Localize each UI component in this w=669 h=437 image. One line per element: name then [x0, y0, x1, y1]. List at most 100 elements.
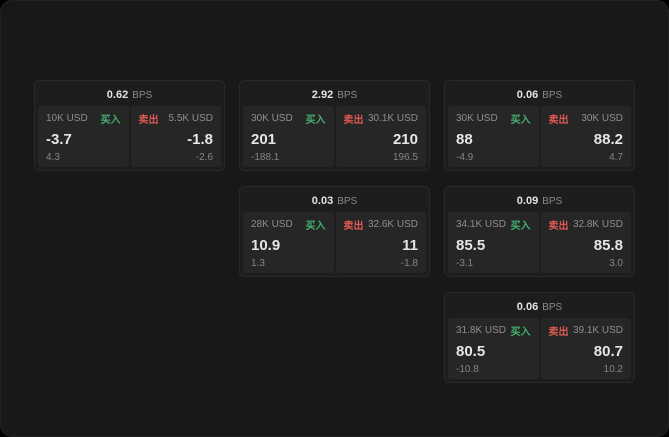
buy-panel-top: 30K USD 买入 [456, 111, 531, 126]
buy-size: 30K USD [251, 113, 293, 124]
buy-price: 88 [456, 130, 473, 148]
buy-label: 买入 [305, 115, 326, 126]
buy-label: 买入 [510, 115, 531, 126]
buy-label: 买入 [305, 221, 326, 232]
buy-delta: 1.3 [251, 258, 265, 269]
buy-panel[interactable]: 31.8K USD 买入 80.5 -10.8 [448, 318, 539, 379]
sell-panel-top: 卖出 32.8K USD [549, 217, 624, 232]
sell-delta: 4.7 [609, 152, 623, 163]
sell-panel[interactable]: 卖出 39.1K USD 80.7 10.2 [540, 318, 631, 379]
quote-panels: 30K USD 买入 201 -188.1 卖出 30.1K USD 210 1… [243, 106, 426, 167]
sell-panel[interactable]: 卖出 30K USD 88.2 4.7 [540, 106, 631, 167]
spread-unit: BPS [542, 301, 563, 313]
buy-price: -3.7 [46, 130, 72, 148]
quote-card: 0.06 BPS 31.8K USD 买入 80.5 -10.8 卖 [444, 292, 635, 383]
sell-panel[interactable]: 卖出 5.5K USD -1.8 -2.6 [130, 106, 221, 167]
sell-panel-top: 卖出 5.5K USD [139, 111, 214, 126]
buy-delta: 4.3 [46, 152, 60, 163]
sell-label: 卖出 [343, 115, 364, 126]
spread-header: 0.62 BPS [38, 84, 221, 106]
buy-label: 买入 [100, 115, 121, 126]
sell-price: 80.7 [593, 342, 623, 360]
buy-panel[interactable]: 28K USD 买入 10.9 1.3 [243, 212, 334, 273]
sell-size: 32.6K USD [367, 219, 418, 230]
quote-card: 0.03 BPS 28K USD 买入 10.9 1.3 卖出 [239, 186, 430, 277]
quote-panels: 28K USD 买入 10.9 1.3 卖出 32.6K USD 11 -1.8 [243, 212, 426, 273]
sell-panel-top: 卖出 39.1K USD [549, 323, 624, 338]
sell-panel[interactable]: 卖出 32.6K USD 11 -1.8 [335, 212, 426, 273]
buy-panel[interactable]: 34.1K USD 买入 85.5 -3.1 [448, 212, 539, 273]
buy-size: 28K USD [251, 219, 293, 230]
sell-panel-top: 卖出 30K USD [549, 111, 624, 126]
buy-panel[interactable]: 30K USD 买入 88 -4.9 [448, 106, 539, 167]
sell-size: 39.1K USD [572, 325, 623, 336]
spread-value: 0.06 [516, 89, 539, 101]
sell-label: 卖出 [343, 221, 364, 232]
buy-panel-top: 34.1K USD 买入 [456, 217, 531, 232]
sell-panel[interactable]: 卖出 32.8K USD 85.8 3.0 [540, 212, 631, 273]
sell-delta: 10.2 [603, 364, 623, 375]
sell-delta: 3.0 [609, 258, 623, 269]
buy-delta: -188.1 [251, 152, 280, 163]
sell-panel-top: 卖出 30.1K USD [344, 111, 419, 126]
buy-delta: -10.8 [456, 364, 479, 375]
sell-delta: -2.6 [195, 152, 213, 163]
buy-size: 30K USD [456, 113, 498, 124]
sell-price: 11 [402, 236, 418, 254]
spread-unit: BPS [337, 89, 358, 101]
buy-price: 80.5 [456, 342, 486, 360]
quote-panels: 34.1K USD 买入 85.5 -3.1 卖出 32.8K USD 85.8… [448, 212, 631, 273]
quote-panels: 30K USD 买入 88 -4.9 卖出 30K USD 88.2 4.7 [448, 106, 631, 167]
quote-card: 0.06 BPS 30K USD 买入 88 -4.9 卖出 [444, 80, 635, 171]
buy-size: 31.8K USD [456, 325, 507, 336]
spread-value: 2.92 [311, 89, 334, 101]
buy-panel[interactable]: 30K USD 买入 201 -188.1 [243, 106, 334, 167]
spread-value: 0.03 [311, 195, 334, 207]
sell-price: 85.8 [593, 236, 623, 254]
sell-delta: 196.5 [392, 152, 418, 163]
spread-value: 0.09 [516, 195, 539, 207]
spread-header: 0.03 BPS [243, 190, 426, 212]
buy-price: 201 [251, 130, 277, 148]
buy-panel[interactable]: 10K USD 买入 -3.7 4.3 [38, 106, 129, 167]
spread-value: 0.62 [106, 89, 129, 101]
sell-size: 30.1K USD [367, 113, 418, 124]
buy-label: 买入 [510, 221, 531, 232]
buy-label: 买入 [510, 327, 531, 338]
buy-panel-top: 10K USD 买入 [46, 111, 121, 126]
sell-panel-top: 卖出 32.6K USD [344, 217, 419, 232]
quote-cards-grid: 0.62 BPS 10K USD 买入 -3.7 4.3 卖出 [34, 80, 635, 383]
spread-unit: BPS [132, 89, 153, 101]
sell-size: 5.5K USD [168, 113, 213, 124]
spread-value: 0.06 [516, 301, 539, 313]
spread-header: 2.92 BPS [243, 84, 426, 106]
buy-price: 85.5 [456, 236, 486, 254]
buy-delta: -3.1 [456, 258, 474, 269]
quote-card: 0.62 BPS 10K USD 买入 -3.7 4.3 卖出 [34, 80, 225, 171]
sell-label: 卖出 [548, 221, 569, 232]
sell-price: 88.2 [593, 130, 623, 148]
quote-card: 2.92 BPS 30K USD 买入 201 -188.1 卖出 [239, 80, 430, 171]
spread-unit: BPS [542, 195, 563, 207]
quote-panels: 10K USD 买入 -3.7 4.3 卖出 5.5K USD -1.8 -2.… [38, 106, 221, 167]
quote-panels: 31.8K USD 买入 80.5 -10.8 卖出 39.1K USD 80.… [448, 318, 631, 379]
spread-unit: BPS [337, 195, 358, 207]
sell-label: 卖出 [138, 115, 159, 126]
spread-unit: BPS [542, 89, 563, 101]
buy-size: 34.1K USD [456, 219, 507, 230]
quote-card: 0.09 BPS 34.1K USD 买入 85.5 -3.1 卖出 [444, 186, 635, 277]
sell-price: 210 [392, 130, 418, 148]
sell-size: 30K USD [581, 113, 623, 124]
buy-delta: -4.9 [456, 152, 474, 163]
sell-panel[interactable]: 卖出 30.1K USD 210 196.5 [335, 106, 426, 167]
spread-header: 0.06 BPS [448, 84, 631, 106]
sell-size: 32.8K USD [572, 219, 623, 230]
sell-price: -1.8 [187, 130, 213, 148]
spread-header: 0.06 BPS [448, 296, 631, 318]
buy-price: 10.9 [251, 236, 281, 254]
sell-label: 卖出 [548, 115, 569, 126]
buy-size: 10K USD [46, 113, 88, 124]
buy-panel-top: 31.8K USD 买入 [456, 323, 531, 338]
buy-panel-top: 30K USD 买入 [251, 111, 326, 126]
